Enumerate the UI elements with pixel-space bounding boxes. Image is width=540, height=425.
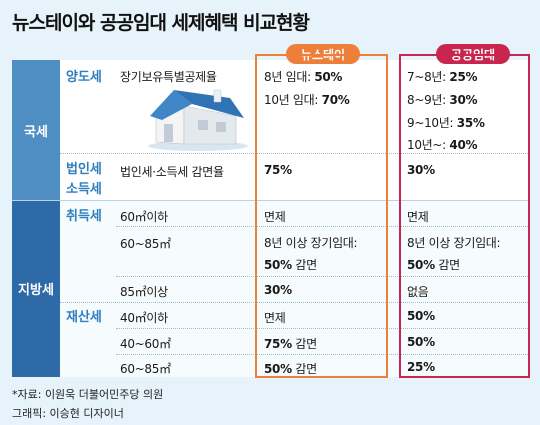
section-divider: [12, 200, 530, 201]
local-tax-label: 지방세: [12, 200, 60, 377]
acq-row-public-line2: 50% 감면: [407, 258, 460, 272]
property-tax-label: 재산세: [66, 310, 102, 325]
source-note: *자료: 이원욱 더불어민주당 의원: [12, 388, 164, 401]
row-divider: [60, 302, 530, 303]
acq-row-public: 면제: [407, 210, 429, 224]
newstay-column-frame: [255, 54, 388, 378]
newstay-transfer-8y: 8년 임대: 50%: [264, 70, 343, 84]
acq-row-public: 없음: [407, 285, 429, 299]
local-tax-band: [12, 200, 530, 377]
prop-row-item: 40㎡이하: [120, 311, 168, 325]
corporate-tax-item: 법인세·소득세 감면율: [120, 165, 224, 179]
public-transfer-9-10y: 9~10년: 35%: [407, 116, 485, 130]
income-tax-label: 소득세: [66, 182, 102, 197]
acquisition-tax-label: 취득세: [66, 209, 102, 224]
public-transfer-8-9y: 8~9년: 30%: [407, 93, 478, 107]
corporate-tax-label: 법인세: [66, 162, 102, 177]
prop-row-public: 50%: [407, 309, 435, 323]
graphic-credit: 그래픽: 이승현 디자이너: [12, 407, 124, 420]
acq-row-newstay: 면제: [264, 210, 286, 224]
prop-row-newstay: 면제: [264, 311, 286, 325]
prop-row-public: 25%: [407, 360, 435, 374]
acq-row-newstay: 30%: [264, 283, 292, 297]
public-rental-column-frame: [399, 54, 530, 378]
row-divider: [116, 276, 530, 277]
newstay-corporate-value: 75%: [264, 163, 292, 177]
public-corporate-value: 30%: [407, 163, 435, 177]
house-icon: [148, 89, 248, 151]
acq-row-newstay-line1: 8년 이상 장기임대:: [264, 236, 358, 250]
prop-row-newstay: 75% 감면: [264, 337, 317, 351]
prop-row-item: 60~85㎡: [120, 362, 171, 376]
prop-row-newstay: 50% 감면: [264, 362, 317, 376]
national-tax-band: [12, 60, 530, 200]
public-transfer-7-8y: 7~8년: 25%: [407, 70, 478, 84]
prop-row-public: 50%: [407, 335, 435, 349]
transfer-tax-item: 장기보유특별공제율: [120, 70, 217, 84]
prop-row-item: 40~60㎡: [120, 337, 171, 351]
row-divider: [60, 153, 530, 154]
row-divider: [116, 354, 530, 355]
acq-row-item: 60㎡이하: [120, 210, 168, 224]
acq-row-item: 85㎡이상: [120, 285, 168, 299]
acq-row-public-line1: 8년 이상 장기임대:: [407, 236, 501, 250]
page-title: 뉴스테이와 공공임대 세제혜택 비교현황: [12, 12, 310, 34]
acq-row-item: 60~85㎡: [120, 237, 171, 251]
public-transfer-10y-plus: 10년~: 40%: [407, 138, 478, 152]
row-divider: [116, 328, 530, 329]
row-divider: [116, 226, 530, 227]
transfer-tax-label: 양도세: [66, 70, 102, 85]
acq-row-newstay-line2: 50% 감면: [264, 258, 317, 272]
national-tax-label: 국세: [12, 60, 60, 200]
newstay-transfer-10y: 10년 임대: 70%: [264, 93, 350, 107]
